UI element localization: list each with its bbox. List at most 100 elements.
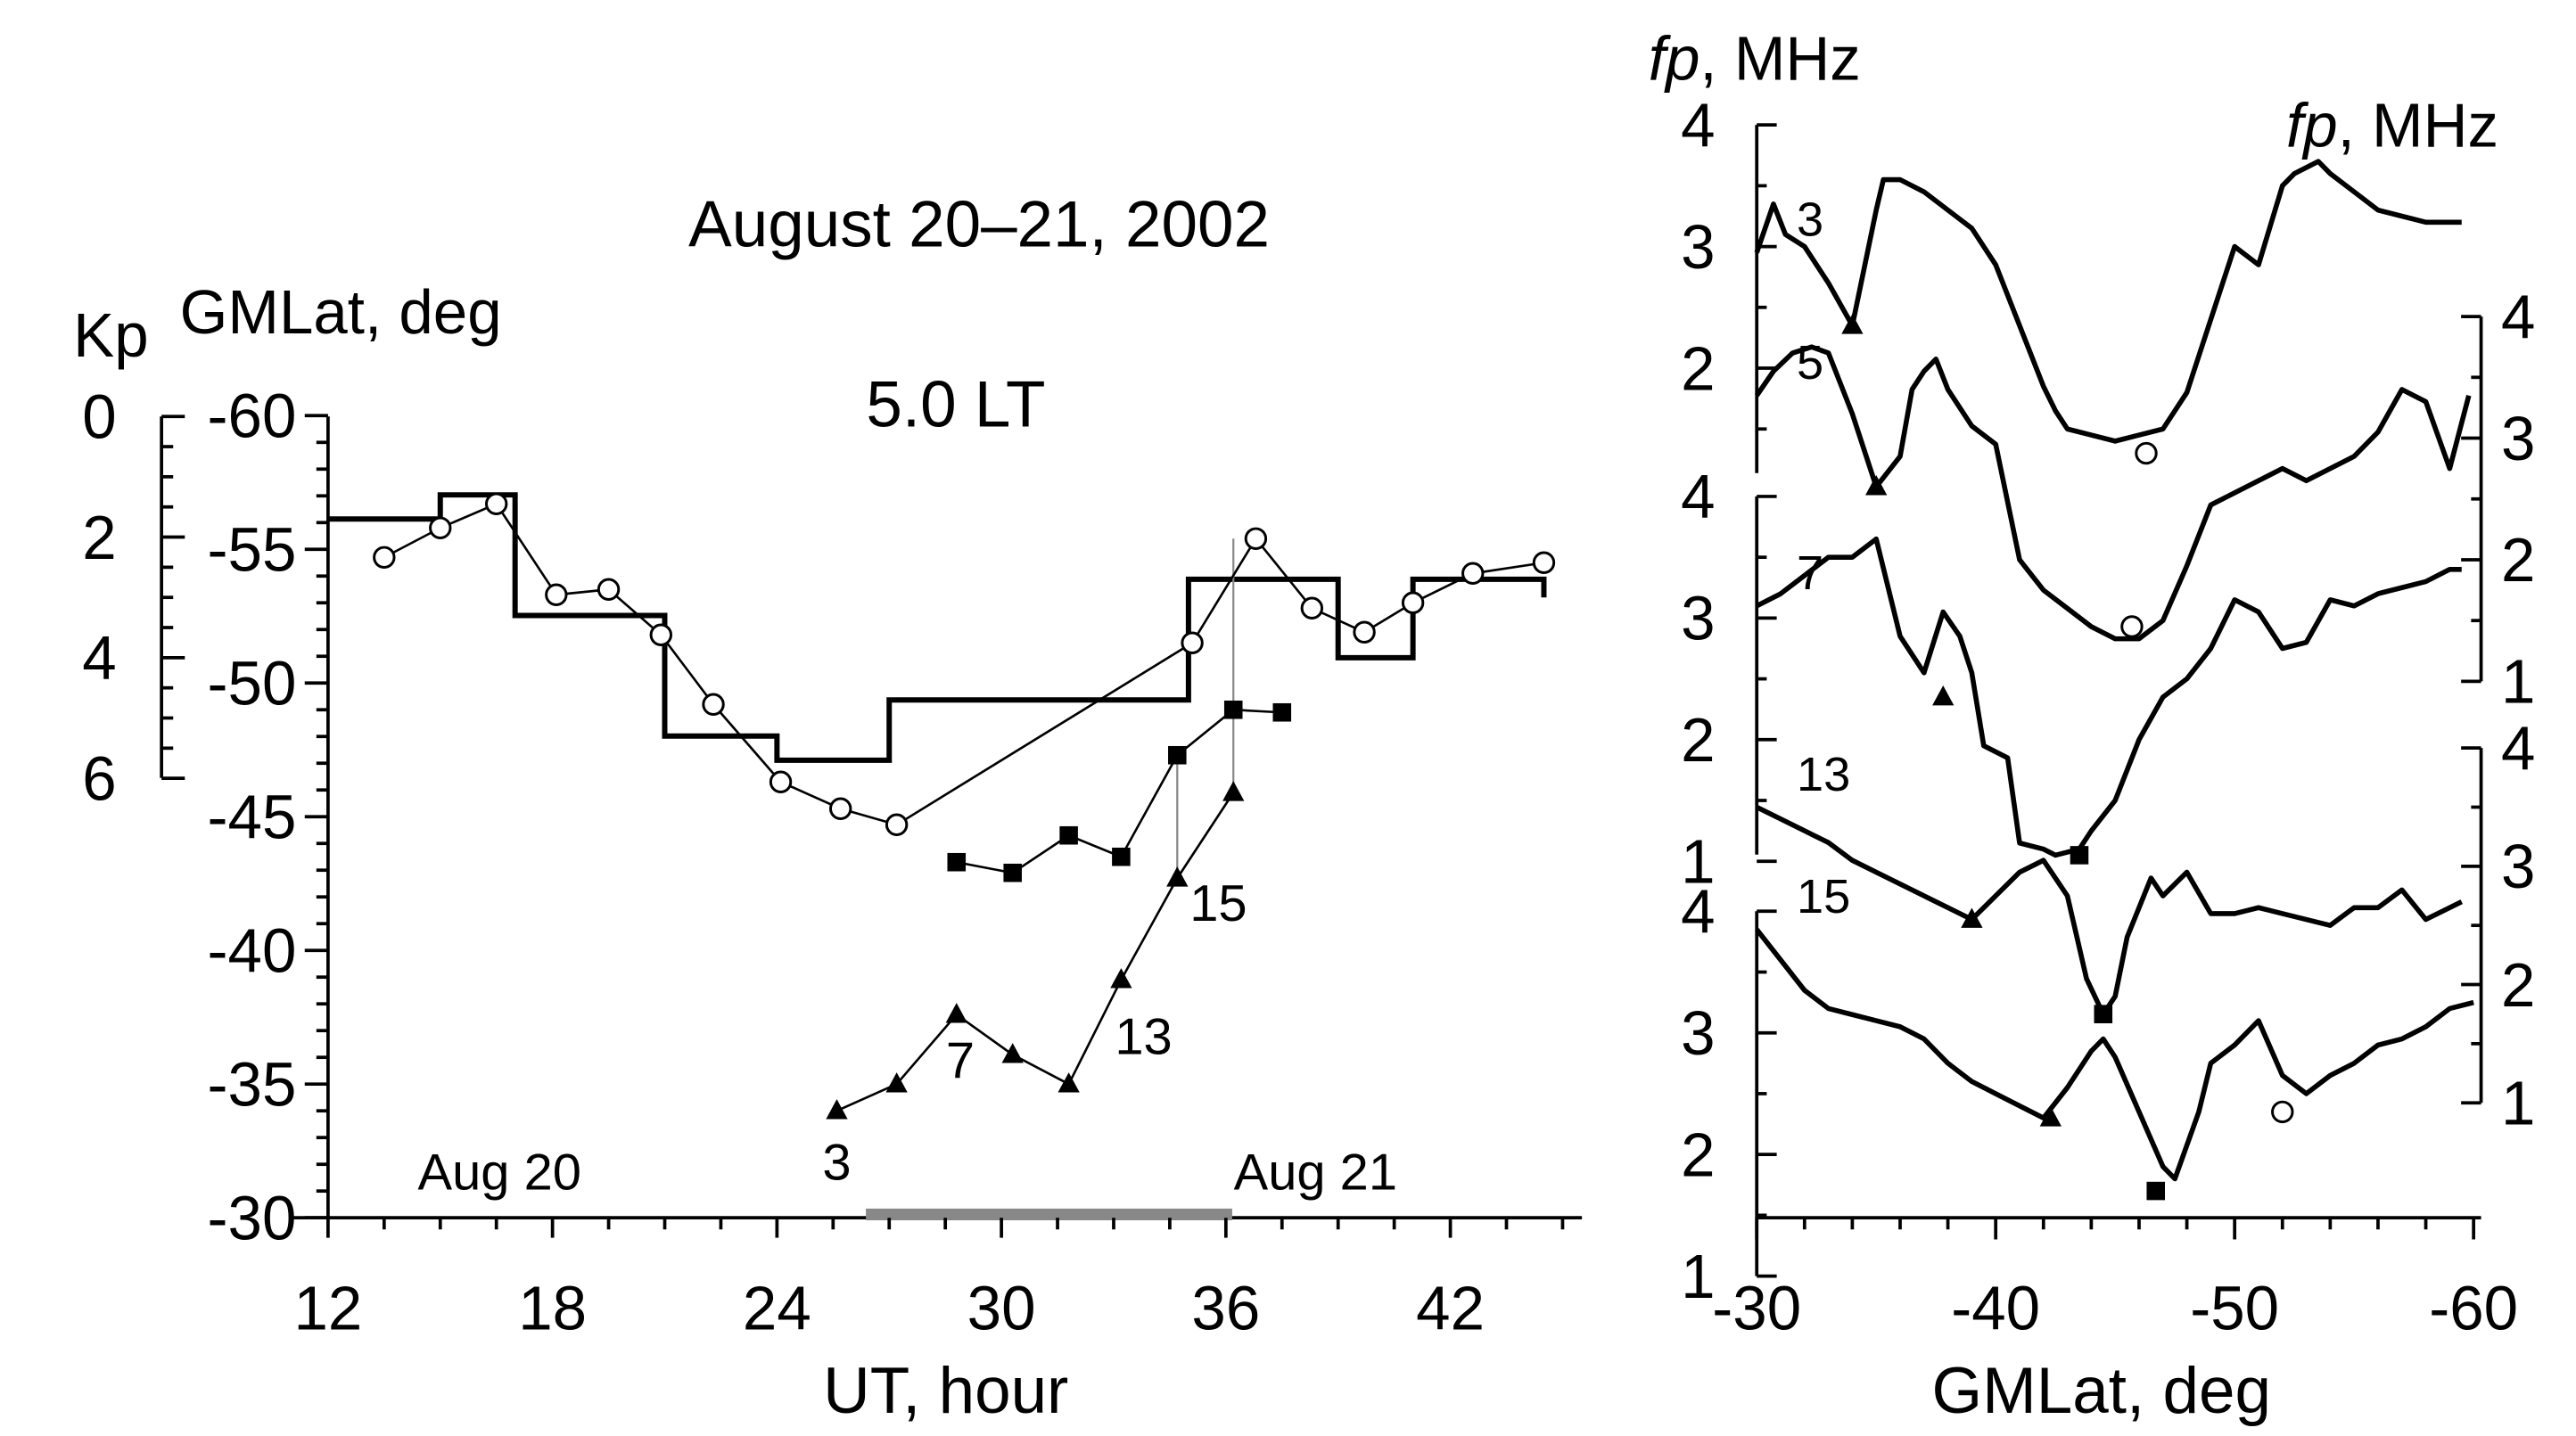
fp-axis-tick-label: 2	[2501, 950, 2535, 1020]
fp-axis-tick-label: 3	[1681, 584, 1715, 653]
fp-axis-tick-label: 4	[1681, 462, 1715, 531]
series-point	[545, 583, 568, 606]
kp-tick-label: 2	[82, 503, 116, 572]
series-point	[1222, 781, 1245, 801]
kp-tick-label: 6	[82, 743, 116, 813]
series-point	[1181, 631, 1204, 654]
fp-axis-tick-label: 4	[2501, 713, 2535, 783]
series-point	[649, 623, 673, 646]
fp-axis-tick-label: 3	[1681, 998, 1715, 1068]
left-point-label: 7	[946, 1033, 975, 1090]
series-point	[429, 516, 452, 539]
right-x-axis-label: GMLat, deg	[1932, 1355, 2271, 1427]
series-line	[383, 502, 1544, 826]
series-point	[1003, 863, 1022, 882]
fp-axis-tick-label: 1	[2501, 1068, 2535, 1137]
left-chart: August 20–21, 2002 5.0 LT Kp GMLat, deg …	[73, 189, 1583, 1427]
gmlat-tick-label: -40	[208, 915, 297, 985]
left-chart-title: August 20–21, 2002	[688, 189, 1270, 261]
fp-axis-label-right: fp, MHz	[2286, 90, 2498, 160]
series-point	[597, 578, 621, 601]
kp-step-line	[327, 492, 1547, 763]
fp-profile-label: 7	[1797, 546, 1823, 600]
fp-profile-label: 5	[1797, 336, 1823, 390]
series-point	[484, 492, 508, 515]
gmlat-tick-label: -35	[208, 1049, 297, 1119]
fp-profile-marker	[2146, 1181, 2166, 1201]
fp-axis-label-left: fp, MHz	[1649, 24, 1861, 94]
x-tick-label: 12	[293, 1273, 362, 1342]
fp-profile-marker	[1961, 907, 1983, 928]
right-chart: fp, MHz fp, MHz GMLat, deg -30 -40 -50 -60 4…	[1649, 24, 2536, 1427]
gmlat-tick-label: -55	[208, 515, 297, 585]
fp-axis-tick-label: 3	[2501, 832, 2535, 901]
series-point	[1223, 700, 1243, 719]
series-point	[1059, 825, 1078, 845]
fp-axis-tick-label: 2	[1681, 333, 1715, 403]
fp-profile-line	[1755, 804, 2463, 1017]
fp-axis-tick-label: 4	[1681, 90, 1715, 160]
series-point	[828, 797, 852, 820]
series-point	[1532, 551, 1556, 574]
right-x-tick-label: -60	[2429, 1273, 2518, 1342]
series-point	[1461, 562, 1485, 585]
series-point	[826, 1099, 848, 1120]
kp-axis-label: Kp	[73, 300, 148, 370]
fp-axis-tick-label: 1	[2501, 647, 2535, 717]
gmlat-tick-label: -60	[208, 382, 297, 451]
series-point	[1300, 596, 1324, 620]
series-point	[1168, 745, 1187, 765]
fp-axis-tick-label: 1	[1681, 1242, 1715, 1311]
gmlat-tick-label: -45	[208, 783, 297, 852]
fp-profile-marker	[2070, 846, 2089, 865]
series-point	[1112, 847, 1131, 866]
fp-profile-marker	[2094, 1005, 2113, 1023]
fp-profile-marker	[1865, 475, 1888, 496]
fp-axis-tick-label: 4	[2501, 282, 2535, 351]
series-point	[373, 546, 396, 569]
fp-profile-label: 13	[1797, 748, 1850, 801]
fp-axis-tick-label: 2	[1681, 705, 1715, 775]
right-x-tick-label: -40	[1951, 1273, 2040, 1342]
fp-profile-marker	[2039, 1106, 2062, 1127]
gmlat-axis-label: GMLat, deg	[180, 277, 502, 347]
ut-axis-label: UT, hour	[823, 1355, 1068, 1427]
right-x-tick-label: -50	[2190, 1273, 2279, 1342]
right-x-tick-label: -30	[1712, 1273, 1801, 1342]
fp-axis-tick-label: 4	[1681, 877, 1715, 947]
series-point	[769, 770, 793, 793]
fp-profile-marker	[2120, 615, 2144, 638]
fp-profile-marker	[2271, 1100, 2294, 1124]
x-tick-label: 30	[967, 1273, 1036, 1342]
fp-profile-line	[1754, 159, 2462, 444]
left-point-label: 15	[1189, 875, 1247, 932]
kp-tick-label: 4	[82, 623, 116, 693]
fp-profile-line	[1754, 344, 2472, 642]
series-point	[885, 813, 909, 836]
series-point	[1110, 968, 1132, 989]
left-point-label: 13	[1115, 1009, 1172, 1066]
gmlat-tick-label: -30	[208, 1183, 297, 1252]
fp-profile-marker	[2135, 441, 2158, 465]
left-chart-subtitle: 5.0 LT	[866, 368, 1045, 440]
fp-axis-tick-label: 2	[2501, 525, 2535, 595]
series-point	[1353, 620, 1376, 644]
gmlat-tick-label: -50	[208, 649, 297, 718]
date-label-aug21: Aug 21	[1234, 1144, 1397, 1201]
series-point	[1244, 527, 1268, 550]
fp-profile-label: 3	[1797, 193, 1823, 247]
series-point	[1166, 866, 1189, 887]
kp-tick-label: 0	[82, 382, 116, 451]
fp-axis-tick-label: 3	[2501, 404, 2535, 473]
fp-profile-marker	[1841, 314, 1864, 334]
series-point	[885, 1072, 908, 1093]
date-label-aug20: Aug 20	[418, 1144, 581, 1201]
x-tick-label: 24	[743, 1273, 811, 1342]
fp-profile-line	[1755, 536, 2462, 858]
x-tick-label: 42	[1416, 1273, 1485, 1342]
fp-axis-tick-label: 2	[1681, 1120, 1715, 1189]
fp-profile-line	[1754, 928, 2474, 1182]
fp-profile-marker	[1932, 685, 1955, 706]
series-point	[1001, 1043, 1024, 1063]
